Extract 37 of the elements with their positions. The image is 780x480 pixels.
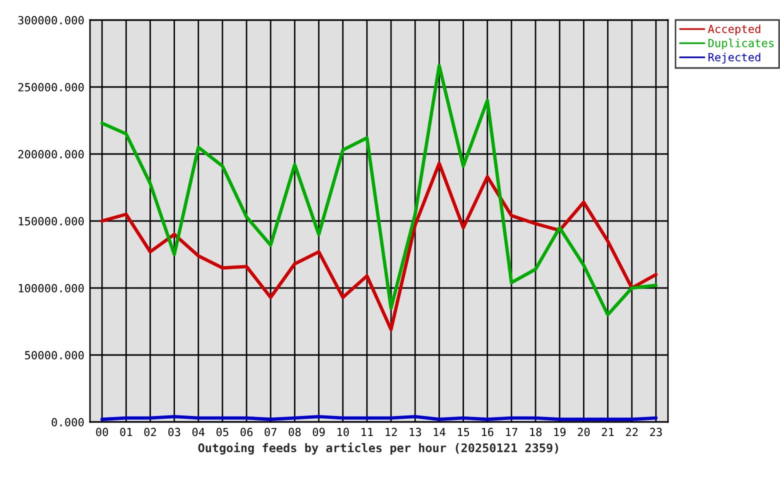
x-tick-label: 07: [264, 428, 276, 436]
y-tick-label: 150000.000: [18, 217, 84, 226]
x-tick-label: 22: [626, 428, 638, 436]
y-tick-label: 200000.000: [18, 150, 84, 158]
x-tick-label: 13: [410, 428, 421, 436]
x-tick-label: 20: [578, 428, 590, 436]
x-tick-label: 18: [530, 428, 542, 436]
legend-label: Duplicates: [708, 38, 774, 50]
x-tick-label: 06: [240, 428, 253, 436]
x-tick-label: 05: [216, 428, 228, 436]
line-series: [100, 162, 658, 332]
y-tick-label: 100000.000: [18, 284, 84, 292]
x-tick-label: 15: [458, 428, 470, 436]
x-tick-label: 16: [482, 428, 494, 436]
legend-label: Accepted: [708, 24, 760, 36]
x-tick-label: 02: [144, 428, 156, 436]
x-tick-label: 21: [602, 428, 614, 436]
x-tick-label: 11: [362, 428, 373, 436]
x-axis-title: Outgoing feeds by articles per hour (20250121 2359): [198, 442, 558, 455]
x-tick-label: 04: [192, 428, 205, 436]
y-tick-label: 0.000: [52, 418, 84, 426]
line-series: [100, 64, 658, 316]
y-tick-label: 300000.000: [18, 16, 84, 24]
x-tick-label: 10: [338, 428, 349, 436]
legend-label: Rejected: [708, 52, 760, 64]
x-tick-label: 08: [288, 428, 301, 436]
x-tick-label: 12: [386, 428, 397, 436]
x-tick-label: 09: [312, 428, 325, 436]
x-tick-label: 01: [120, 428, 132, 436]
x-tick-label: 14: [434, 428, 446, 436]
x-tick-label: 23: [650, 428, 662, 436]
y-tick-label: 250000.000: [18, 83, 84, 92]
y-tick-label: 50000.000: [25, 351, 84, 360]
x-tick-label: 00: [96, 428, 108, 436]
x-tick-label: 03: [168, 428, 180, 436]
x-tick-label: 19: [554, 428, 566, 436]
x-tick-label: 17: [506, 428, 518, 436]
